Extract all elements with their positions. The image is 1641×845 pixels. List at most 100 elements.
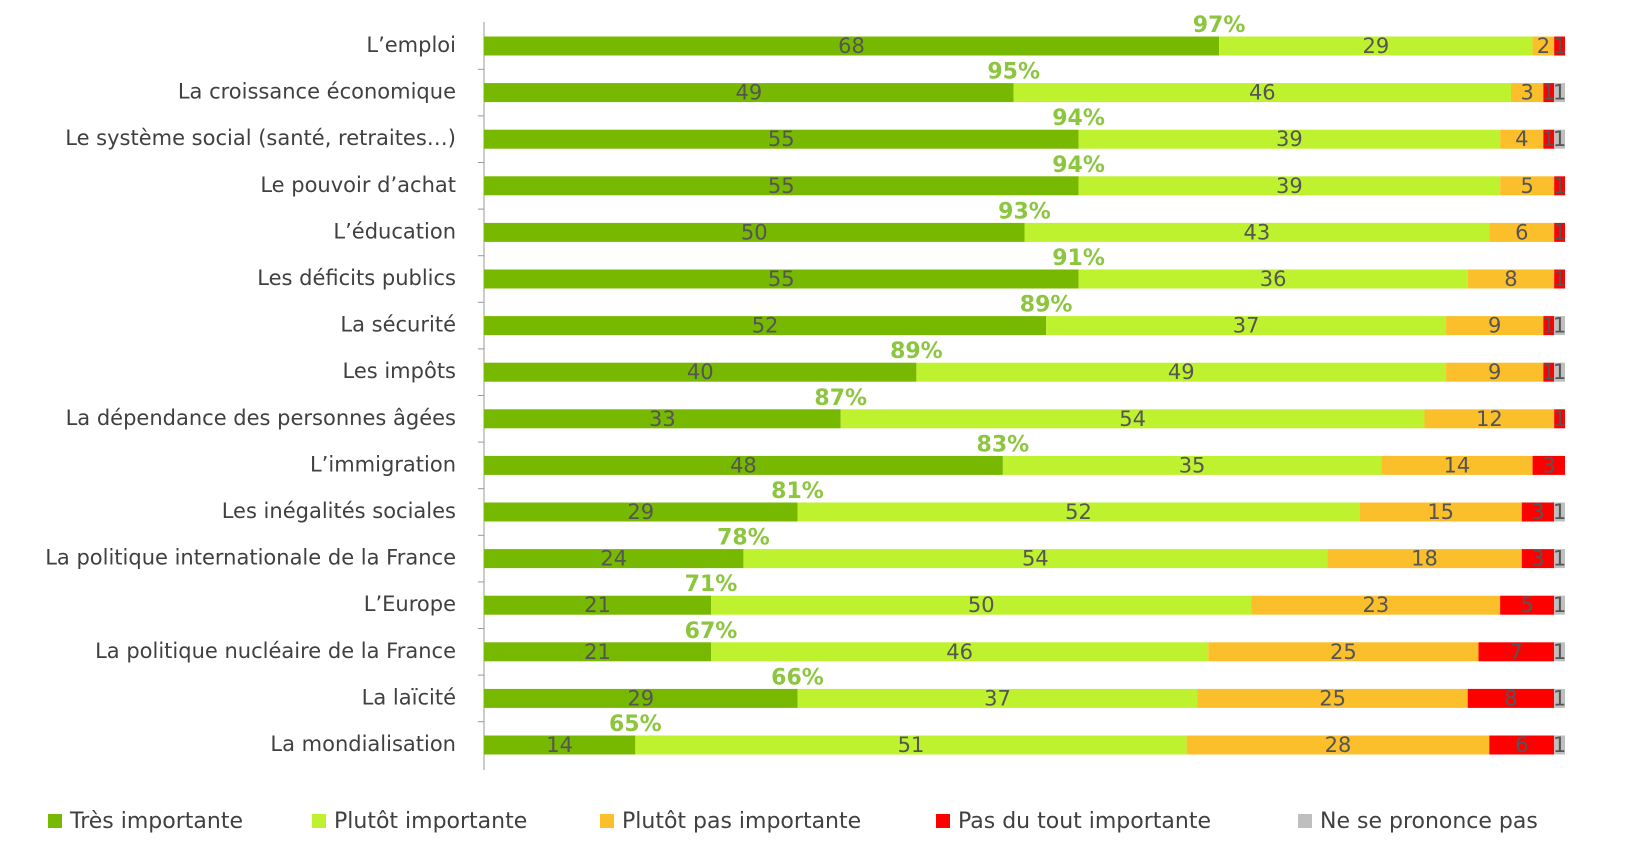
bar-segment	[1554, 362, 1565, 382]
total-label: 91%	[1052, 246, 1105, 271]
bar-segment	[1521, 549, 1555, 569]
bar-segment	[1024, 222, 1490, 242]
bar-segment	[1554, 129, 1565, 149]
bar-segment	[635, 735, 1187, 755]
bar-segment	[484, 129, 1079, 149]
total-label: 67%	[685, 619, 738, 644]
total-label: 81%	[771, 479, 824, 504]
total-label: 83%	[977, 432, 1030, 457]
segment-label: 1	[1553, 174, 1566, 198]
bar-segment	[1078, 129, 1501, 149]
segment-label: 24	[600, 547, 627, 571]
segment-label: 1	[1542, 127, 1555, 151]
segment-label: 40	[687, 360, 714, 384]
segment-label: 55	[768, 267, 795, 291]
category-label: La mondialisation	[270, 732, 456, 756]
segment-label: 1	[1553, 314, 1566, 338]
segment-label: 1	[1553, 500, 1566, 524]
legend-label: Ne se prononce pas	[1320, 809, 1538, 834]
bar-segment	[484, 409, 841, 429]
bar-segment	[1208, 642, 1479, 662]
segment-label: 25	[1319, 686, 1346, 710]
segment-label: 54	[1119, 407, 1146, 431]
bar-segment	[1002, 455, 1382, 475]
segment-label: 23	[1362, 593, 1389, 617]
bar-segment	[1554, 222, 1565, 242]
bar-segment	[1446, 316, 1544, 336]
bar-segment	[484, 176, 1079, 196]
segment-label: 39	[1276, 174, 1303, 198]
bar-segment	[1500, 129, 1544, 149]
segment-label: 14	[546, 733, 573, 757]
segment-label: 36	[1260, 267, 1287, 291]
total-label: 65%	[609, 712, 662, 737]
segment-label: 15	[1427, 500, 1454, 524]
bar-segment	[1219, 36, 1533, 56]
category-label: La laïcité	[362, 685, 456, 709]
total-label: 89%	[890, 339, 943, 364]
total-label: 78%	[717, 526, 770, 551]
segment-label: 14	[1444, 453, 1471, 477]
segment-label: 55	[768, 127, 795, 151]
legend-swatch	[48, 814, 62, 828]
bar-segment	[1554, 502, 1565, 522]
category-label: Le système social (santé, retraites…)	[65, 126, 456, 150]
bar-segment	[484, 455, 1003, 475]
bar-segment	[1554, 642, 1565, 662]
legend-swatch	[936, 814, 950, 828]
segment-label: 8	[1504, 686, 1517, 710]
bar-segment	[1078, 269, 1468, 289]
bar-segment	[840, 409, 1425, 429]
segment-label: 35	[1179, 453, 1206, 477]
bar-segment	[1489, 222, 1555, 242]
segment-label: 37	[1233, 314, 1260, 338]
segment-label: 1	[1553, 407, 1566, 431]
bar-segment	[1521, 502, 1555, 522]
segment-label: 68	[838, 34, 865, 58]
category-label: La politique nucléaire de la France	[95, 639, 456, 663]
segment-label: 5	[1520, 174, 1533, 198]
segment-label: 2	[1537, 34, 1550, 58]
category-label: Les inégalités sociales	[222, 499, 456, 523]
segment-label: 46	[946, 640, 973, 664]
segment-label: 6	[1515, 733, 1528, 757]
legend-label: Pas du tout importante	[958, 809, 1211, 834]
total-label: 94%	[1052, 106, 1105, 131]
segment-label: 49	[1168, 360, 1195, 384]
segment-label: 39	[1276, 127, 1303, 151]
segment-label: 3	[1531, 547, 1544, 571]
bar-segment	[1424, 409, 1555, 429]
segment-label: 28	[1325, 733, 1352, 757]
segment-label: 1	[1553, 640, 1566, 664]
segment-label: 3	[1542, 453, 1555, 477]
bar-segment	[1510, 83, 1544, 103]
segment-label: 3	[1520, 81, 1533, 105]
category-label: L’éducation	[333, 219, 456, 243]
bar-segment	[1186, 735, 1490, 755]
bar-segment	[1554, 409, 1565, 429]
bar-segment	[484, 549, 744, 569]
bar-segment	[1251, 595, 1501, 615]
segment-label: 1	[1553, 593, 1566, 617]
segment-label: 50	[968, 593, 995, 617]
bar-segment	[916, 362, 1447, 382]
segment-label: 6	[1515, 220, 1528, 244]
segment-label: 9	[1488, 314, 1501, 338]
bar-segment	[484, 316, 1047, 336]
category-label: Le pouvoir d’achat	[260, 173, 456, 197]
bar-segment	[484, 83, 1014, 103]
bar-segment	[1046, 316, 1447, 336]
segment-label: 18	[1411, 547, 1438, 571]
segment-label: 1	[1553, 127, 1566, 151]
segment-label: 46	[1249, 81, 1276, 105]
total-label: 93%	[998, 199, 1051, 224]
bar-segment	[1489, 735, 1555, 755]
bar-segment	[484, 269, 1079, 289]
bar-segment	[1467, 269, 1555, 289]
bar-segment	[797, 502, 1360, 522]
segment-label: 1	[1542, 314, 1555, 338]
bar-segment	[1446, 362, 1544, 382]
bar-segment	[1532, 455, 1565, 475]
segment-label: 54	[1022, 547, 1049, 571]
